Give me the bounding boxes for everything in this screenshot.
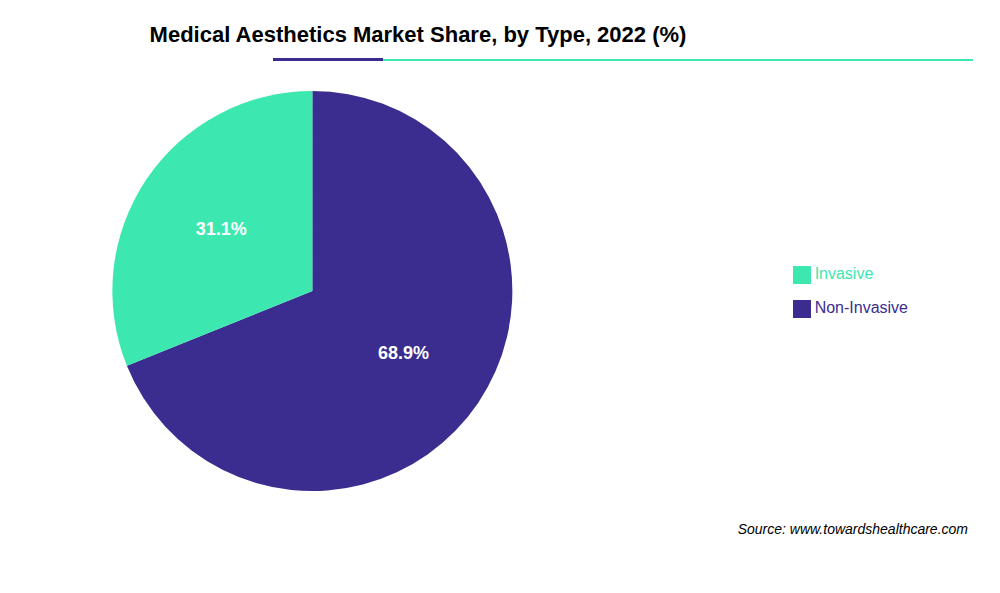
html-text:Invasive: Invasive — [814, 265, 874, 282]
html-text:Non-Invasive: Non-Invasive — [814, 299, 908, 316]
svg-text:68.9%: 68.9% — [378, 343, 429, 363]
svg-text:31.1%: 31.1% — [196, 219, 247, 239]
html-text:Source: www.towardshealthcare.: Source: www.towardshealthcare.com — [737, 521, 968, 537]
html-text:Medical Aesthetics Market Shar: Medical Aesthetics Market Share, by Type… — [149, 22, 687, 47]
